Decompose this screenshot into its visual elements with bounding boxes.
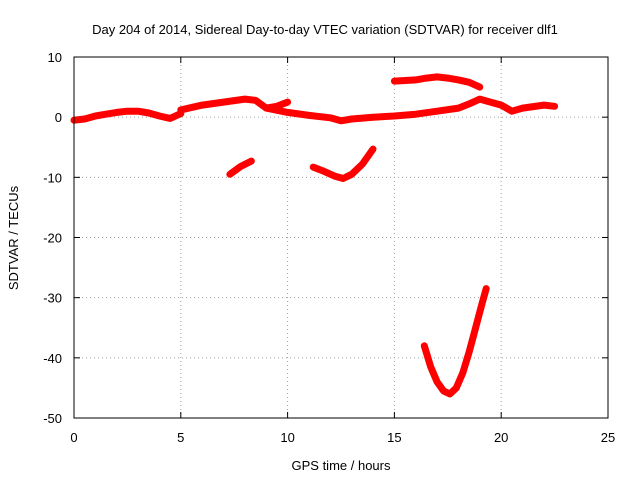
data-point	[338, 117, 344, 124]
data-point	[423, 75, 430, 82]
data-point	[241, 96, 248, 103]
data-point	[327, 114, 334, 121]
data-point	[453, 384, 460, 391]
data-point	[476, 84, 483, 91]
data-point	[348, 171, 355, 178]
data-point	[519, 105, 526, 112]
data-point	[421, 342, 428, 349]
x-tick-label: 10	[280, 430, 294, 445]
data-point	[498, 102, 505, 109]
data-point	[412, 111, 419, 118]
tick-labels: 0 5 10 15 20 25 -50 -40 -30 -20 -10 0 10	[43, 50, 615, 445]
data-point	[466, 100, 473, 107]
data-point	[320, 168, 327, 175]
y-tick-label: -30	[43, 291, 62, 306]
data-point	[348, 116, 355, 122]
data-point	[466, 348, 473, 355]
data-point	[306, 112, 312, 119]
data-point	[391, 78, 398, 85]
y-axis-label: SDTVAR / TECUs	[6, 185, 21, 290]
data-point	[248, 158, 255, 165]
data-point	[237, 163, 244, 170]
data-point	[135, 108, 142, 115]
x-axis-label: GPS time / hours	[292, 458, 391, 473]
data-point	[124, 108, 131, 115]
data-point	[340, 175, 347, 182]
data-point	[434, 378, 441, 385]
data-point	[412, 76, 419, 83]
data-point	[479, 300, 485, 307]
data-series	[70, 73, 559, 398]
y-tick-label: 10	[48, 50, 62, 65]
data-point	[331, 173, 338, 180]
data-point	[103, 111, 109, 118]
data-point	[440, 387, 447, 394]
x-tick-label: 25	[601, 430, 615, 445]
data-point	[226, 171, 233, 178]
data-point	[476, 96, 483, 103]
data-point	[434, 108, 441, 115]
data-point	[391, 113, 398, 119]
data-point	[455, 76, 462, 83]
data-point	[284, 99, 291, 106]
y-tick-label: 0	[55, 110, 62, 125]
data-point	[466, 79, 473, 86]
data-point	[145, 110, 152, 116]
data-point	[444, 75, 451, 82]
data-point	[427, 363, 434, 370]
data-point	[167, 115, 174, 122]
series-line-track-7	[420, 285, 490, 398]
x-tick-label: 0	[70, 430, 77, 445]
data-point	[459, 369, 466, 376]
y-tick-label: -10	[43, 170, 62, 185]
x-tick-label: 5	[177, 430, 184, 445]
y-tick-label: -50	[43, 411, 62, 426]
data-point	[483, 285, 490, 292]
chart-title: Day 204 of 2014, Sidereal Day-to-day VTE…	[92, 22, 558, 37]
data-point	[220, 99, 227, 106]
data-point	[446, 390, 453, 397]
data-point	[310, 164, 317, 171]
data-point	[284, 109, 291, 116]
data-point	[455, 105, 462, 112]
data-point	[81, 116, 88, 122]
data-point	[370, 146, 376, 153]
data-point	[177, 106, 184, 113]
data-point	[92, 113, 99, 119]
data-point	[487, 99, 494, 106]
data-point	[113, 109, 120, 116]
plot-frame	[73, 56, 609, 419]
data-point	[472, 324, 479, 331]
y-tick-label: -20	[43, 231, 62, 246]
data-point	[551, 103, 558, 110]
x-tick-label: 20	[494, 430, 508, 445]
data-point	[263, 105, 270, 112]
data-point	[370, 114, 376, 121]
data-point	[199, 102, 206, 109]
data-point	[508, 108, 515, 115]
data-point	[540, 102, 547, 109]
data-point	[252, 97, 259, 104]
data-point	[359, 161, 366, 168]
x-tick-label: 15	[387, 430, 401, 445]
data-point	[156, 113, 163, 119]
y-tick-label: -40	[43, 351, 62, 366]
data-point	[434, 73, 441, 80]
